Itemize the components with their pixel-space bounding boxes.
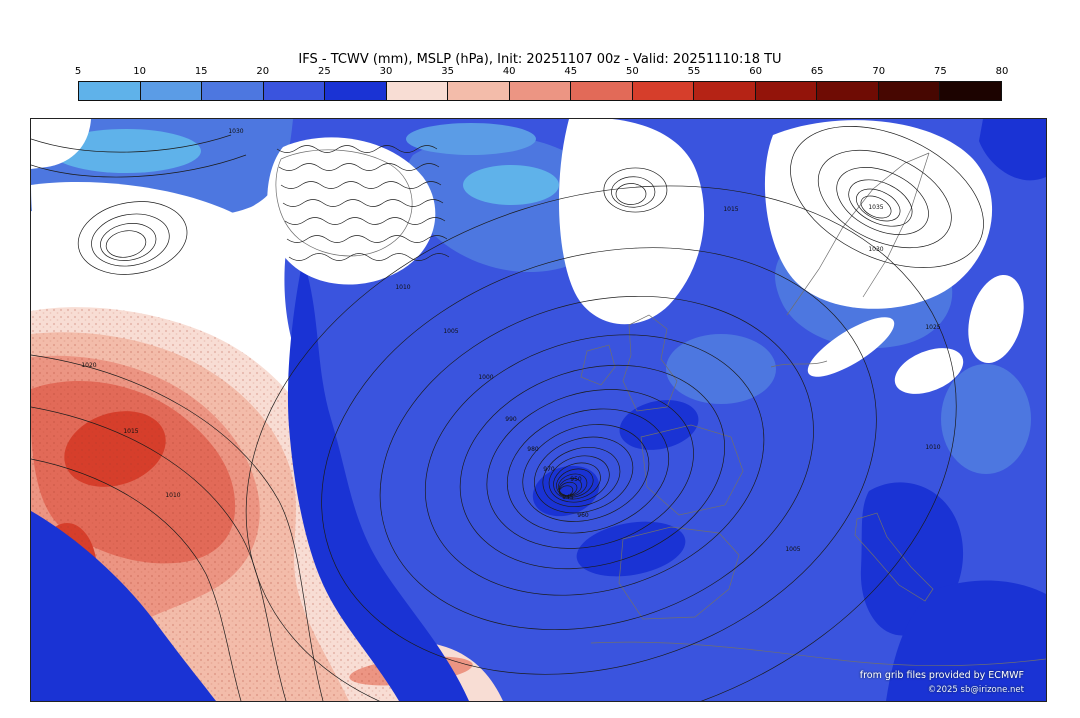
colorbar-tick-label: 25 xyxy=(318,66,331,77)
isobar-label: 960 xyxy=(577,512,589,519)
colorbar: 5 10 15 20 25 30 35 40 45 50 55 60 65 70 75 80 xyxy=(74,66,1009,101)
colorbar-tick-label: 70 xyxy=(872,66,886,77)
isobar-label: 1010 xyxy=(395,284,410,291)
isobars-low-center xyxy=(245,185,957,701)
colorbar-tick-label: 80 xyxy=(995,66,1009,77)
isobar-label: 1010 xyxy=(925,444,940,451)
colorbar-tick-label: 40 xyxy=(502,66,516,77)
attribution-ecmwf: from grib files provided by ECMWF xyxy=(859,670,1024,681)
colorbar-segment xyxy=(693,82,755,100)
chart-title: IFS - TCWV (mm), MSLP (hPa), Init: 20251… xyxy=(298,52,782,67)
colorbar-tick-label: 65 xyxy=(810,66,824,77)
isobar-label: 1025 xyxy=(925,324,940,331)
colorbar-tick-label: 10 xyxy=(133,66,146,77)
isobar-label: 1015 xyxy=(123,428,138,435)
coastlines xyxy=(275,149,1046,667)
isobars-greenland xyxy=(276,145,450,261)
colorbar-tick-label: 35 xyxy=(441,66,454,77)
colorbar-tick-label: 45 xyxy=(564,66,578,77)
isobar-label: 1015 xyxy=(723,206,738,213)
mslp-isobars xyxy=(31,126,984,701)
colorbar-segment xyxy=(631,82,694,100)
colorbar-tick-label: 5 xyxy=(74,66,82,77)
tcwv-frontal-band xyxy=(287,259,469,701)
isobar-label: 980 xyxy=(527,446,539,453)
dry-zone-greenland xyxy=(267,137,436,285)
colorbar-segment xyxy=(79,82,140,100)
isobars-high-center xyxy=(790,126,984,268)
colorbar-tick-label: 50 xyxy=(626,66,639,77)
isobar-label: 1010 xyxy=(165,492,180,499)
isobar-label: 945 xyxy=(562,494,574,501)
isobar-value-labels: 1030 1035 1030 1025 1020 1015 1010 1010 1005 1000… xyxy=(81,128,940,553)
colorbar-tick-label: 75 xyxy=(934,66,947,77)
colorbar-segment xyxy=(447,82,509,100)
colorbar-tick-label: 15 xyxy=(194,66,208,77)
colorbar-tick-label: 55 xyxy=(687,66,701,77)
colorbar-segment xyxy=(754,82,817,100)
colorbar-segment xyxy=(385,82,448,100)
colorbar-tick-label: 60 xyxy=(749,66,762,77)
isobar-label: 1005 xyxy=(785,546,800,553)
colorbar-segment xyxy=(262,82,325,100)
isobar-label: 990 xyxy=(505,416,517,423)
isobar-label: 970 xyxy=(543,466,555,473)
map-frame: 1030 1035 1030 1025 1020 1015 1010 1010 1005 1000… xyxy=(30,118,1047,702)
isobar-label: 1005 xyxy=(443,328,458,335)
weather-map: 1030 1035 1030 1025 1020 1015 1010 1010 1005 1000… xyxy=(31,119,1046,701)
colorbar-bar xyxy=(78,81,1002,101)
attribution-copyright: ©2025 sb@irizone.net xyxy=(927,685,1024,695)
isobar-label: 1030 xyxy=(868,246,883,253)
colorbar-segment xyxy=(139,82,202,100)
colorbar-tick-label: 30 xyxy=(379,66,393,77)
isobar-label: 950 xyxy=(570,476,582,483)
colorbar-tick-label: 20 xyxy=(256,66,270,77)
isobar-label: 1000 xyxy=(478,374,493,381)
colorbar-segment xyxy=(324,82,386,100)
colorbar-segment xyxy=(508,82,571,100)
isobar-label: 1035 xyxy=(868,204,883,211)
colorbar-tick-labels: 5 10 15 20 25 30 35 40 45 50 55 60 65 70 75 80 xyxy=(74,66,1009,79)
isobar-label: 1030 xyxy=(228,128,243,135)
tcwv-shading xyxy=(31,119,1046,701)
colorbar-segment xyxy=(201,82,263,100)
colorbar-segment xyxy=(939,82,1001,100)
dry-zone-scandinavia xyxy=(764,120,993,309)
isobar-label: 1020 xyxy=(81,362,96,369)
colorbar-segment xyxy=(816,82,878,100)
colorbar-segment xyxy=(877,82,940,100)
colorbar-segment xyxy=(570,82,632,100)
